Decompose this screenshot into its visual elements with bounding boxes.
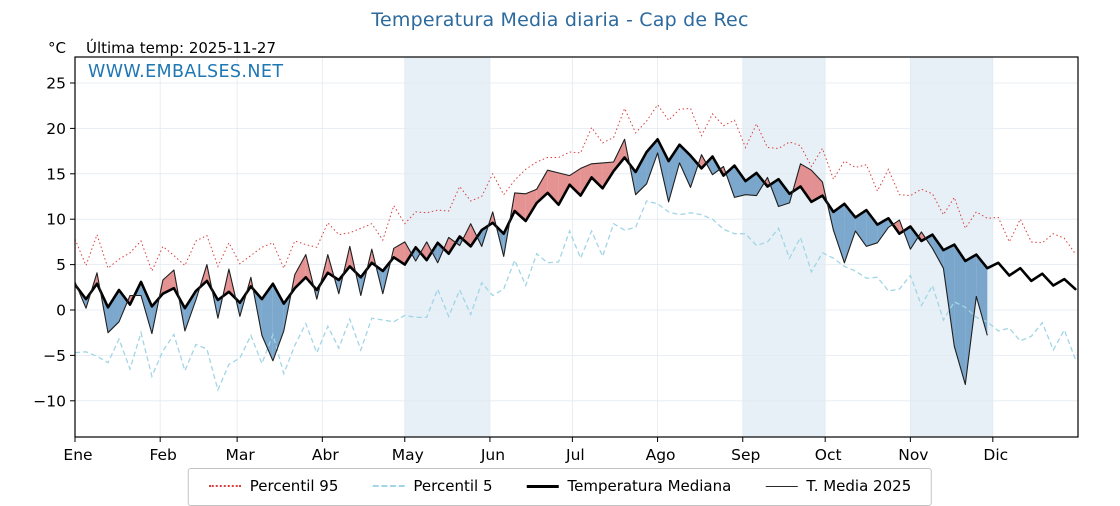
legend-label-percentil-5: Percentil 5 [413, 477, 493, 495]
svg-text:May: May [392, 446, 424, 464]
svg-text:Dic: Dic [983, 446, 1008, 464]
legend-item-percentil-95: Percentil 95 [208, 477, 339, 495]
svg-text:Feb: Feb [149, 446, 176, 464]
y-axis-unit-label: °C [48, 39, 66, 57]
svg-text:20: 20 [46, 120, 66, 138]
legend-label-mediana: Temperatura Mediana [567, 477, 732, 495]
svg-text:5: 5 [56, 256, 66, 274]
svg-text:10: 10 [46, 211, 66, 229]
svg-text:Oct: Oct [815, 446, 842, 464]
legend-label-t-media-2025: T. Media 2025 [806, 477, 912, 495]
svg-text:−10: −10 [33, 392, 66, 410]
svg-text:Jun: Jun [480, 446, 505, 464]
legend: Percentil 95 Percentil 5 Temperatura Med… [187, 468, 933, 506]
last-temp-label: Última temp: 2025-11-27 [85, 39, 276, 57]
svg-text:Abr: Abr [312, 446, 339, 464]
legend-item-percentil-5: Percentil 5 [372, 477, 492, 495]
temperature-line-chart: −10 −5 0 5 10 15 20 25 Ene Feb Mar Abr May Jun Jul Ago S… [33, 56, 1079, 464]
svg-text:Sep: Sep [731, 446, 760, 464]
percentil-5-line-sample [372, 485, 405, 487]
chart-subheader: °C Última temp: 2025-11-27 [48, 39, 276, 57]
svg-text:25: 25 [46, 75, 66, 93]
svg-text:Ene: Ene [63, 446, 92, 464]
percentil-95-line-sample [208, 485, 241, 487]
mediana-line-sample [526, 484, 559, 488]
chart-area: −10 −5 0 5 10 15 20 25 Ene Feb Mar Abr May Jun Jul Ago S… [0, 52, 1120, 464]
t-media-2025-line-sample [765, 485, 798, 487]
svg-text:Ago: Ago [646, 446, 676, 464]
legend-item-mediana: Temperatura Mediana [526, 477, 731, 495]
legend-item-t-media-2025: T. Media 2025 [765, 477, 911, 495]
svg-text:Nov: Nov [898, 446, 928, 464]
svg-text:−5: −5 [43, 347, 66, 365]
legend-label-percentil-95: Percentil 95 [249, 477, 339, 495]
svg-text:Mar: Mar [226, 446, 256, 464]
page-title: Temperatura Media diaria - Cap de Rec [371, 9, 749, 31]
svg-text:Jul: Jul [565, 446, 585, 464]
watermark: WWW.EMBALSES.NET [88, 62, 284, 82]
svg-text:15: 15 [46, 165, 66, 183]
svg-text:0: 0 [56, 302, 66, 320]
